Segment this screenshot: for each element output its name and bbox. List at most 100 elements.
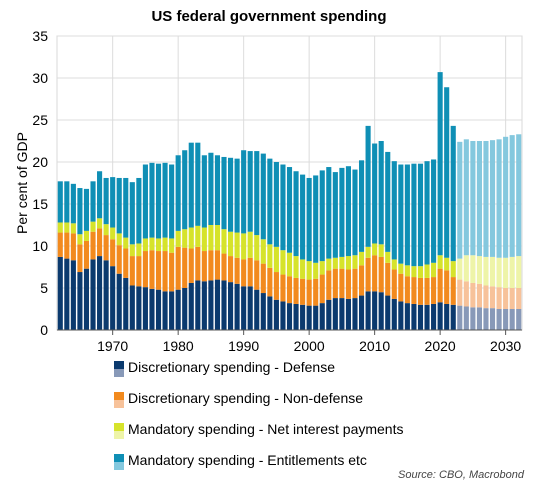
bar-segment: [319, 303, 325, 330]
bar-segment: [110, 227, 116, 240]
bar-segment: [208, 280, 214, 330]
bar-segment: [385, 251, 391, 263]
bar-segment: [260, 263, 266, 294]
legend-swatch-non-defense: [114, 392, 124, 408]
bar-segment: [286, 303, 293, 330]
legend-swatch-defense: [114, 361, 124, 377]
bar-segment: [345, 256, 351, 270]
bar-segment: [489, 256, 496, 287]
bar-segment: [391, 269, 397, 299]
bar-segment: [496, 309, 502, 330]
bar-segment: [234, 283, 240, 330]
bar-segment: [70, 223, 76, 234]
bar-segment: [417, 277, 424, 305]
bar-segment: [247, 257, 253, 287]
bar-segment: [417, 266, 424, 278]
bar-segment: [319, 170, 325, 262]
bar-segment: [463, 281, 469, 307]
bar-segment: [70, 233, 76, 261]
bar-segment: [372, 243, 378, 256]
bar-segment: [254, 151, 260, 236]
bar-segment: [162, 291, 168, 330]
bar-segment: [411, 303, 417, 330]
bar-segment: [417, 163, 424, 267]
bar-segment: [267, 158, 273, 245]
bar-segment: [123, 237, 129, 249]
bar-segment: [345, 166, 351, 257]
y-tick-label: 10: [32, 238, 48, 254]
bar-segment: [424, 264, 430, 278]
bar-segment: [208, 250, 214, 281]
bar-segment: [169, 164, 175, 239]
bar-segment: [293, 303, 299, 330]
bar-segment: [201, 251, 207, 282]
x-tick-label: 2010: [359, 338, 390, 354]
bar-segment: [129, 182, 135, 245]
bar-segment: [404, 276, 410, 304]
bar-segment: [221, 156, 227, 230]
bar-segment: [444, 270, 450, 304]
bar-segment: [444, 257, 450, 271]
bar-segment: [457, 305, 463, 330]
bar-segment: [339, 167, 345, 257]
bar-segment: [273, 299, 279, 330]
bar-segment: [254, 260, 260, 290]
bar-segment: [162, 251, 168, 292]
bar-segment: [182, 247, 188, 288]
bar-segment: [293, 256, 299, 278]
bar-segment: [503, 136, 509, 258]
y-tick-label: 5: [40, 280, 48, 296]
bar-segment: [247, 286, 253, 330]
bar-segment: [136, 243, 142, 257]
bar-segment: [273, 246, 279, 273]
bar-segment: [208, 152, 214, 225]
bar-segment: [267, 244, 273, 268]
x-tick-label: 1990: [228, 338, 259, 354]
bar-segment: [411, 277, 417, 304]
bar-segment: [136, 256, 142, 287]
bar-segment: [470, 282, 476, 308]
bar-segment: [313, 305, 319, 330]
bar-segment: [83, 230, 90, 241]
y-tick-label: 25: [32, 112, 48, 128]
bar-segment: [483, 285, 489, 309]
bar-segment: [509, 256, 515, 288]
bar-segment: [195, 246, 201, 281]
bar-segment: [516, 309, 522, 330]
bar-segment: [175, 246, 181, 290]
bar-segment: [339, 298, 345, 330]
bar-segment: [103, 177, 109, 225]
bar-segment: [267, 267, 273, 297]
bar-segment: [241, 150, 247, 234]
bar-segment: [358, 295, 365, 330]
bar-segment: [300, 304, 306, 330]
bar-segment: [77, 272, 83, 330]
bar-segment: [457, 258, 463, 280]
bar-segment: [398, 263, 404, 274]
bar-segment: [385, 262, 391, 296]
bar-segment: [476, 283, 482, 308]
bar-segment: [352, 255, 358, 269]
bar-segment: [431, 277, 437, 304]
bar-segment: [378, 256, 384, 293]
bar-segment: [404, 303, 410, 330]
bar-segment: [214, 279, 221, 330]
bar-segment: [90, 181, 96, 222]
bar-segment: [326, 299, 332, 330]
bar-segment: [424, 277, 430, 305]
bar-segment: [385, 151, 391, 252]
bar-segment: [123, 177, 129, 238]
bar-segment: [57, 222, 63, 233]
bar-segment: [431, 159, 437, 263]
bar-segment: [149, 162, 155, 238]
bar-segment: [182, 229, 188, 248]
bar-segment: [398, 273, 404, 302]
bar-segment: [142, 164, 148, 239]
bar-segment: [241, 286, 247, 330]
bar-segment: [57, 256, 63, 330]
bar-segment: [70, 260, 76, 330]
bar-segment: [444, 303, 450, 330]
bar-segment: [306, 305, 312, 330]
bar-segment: [90, 221, 96, 232]
